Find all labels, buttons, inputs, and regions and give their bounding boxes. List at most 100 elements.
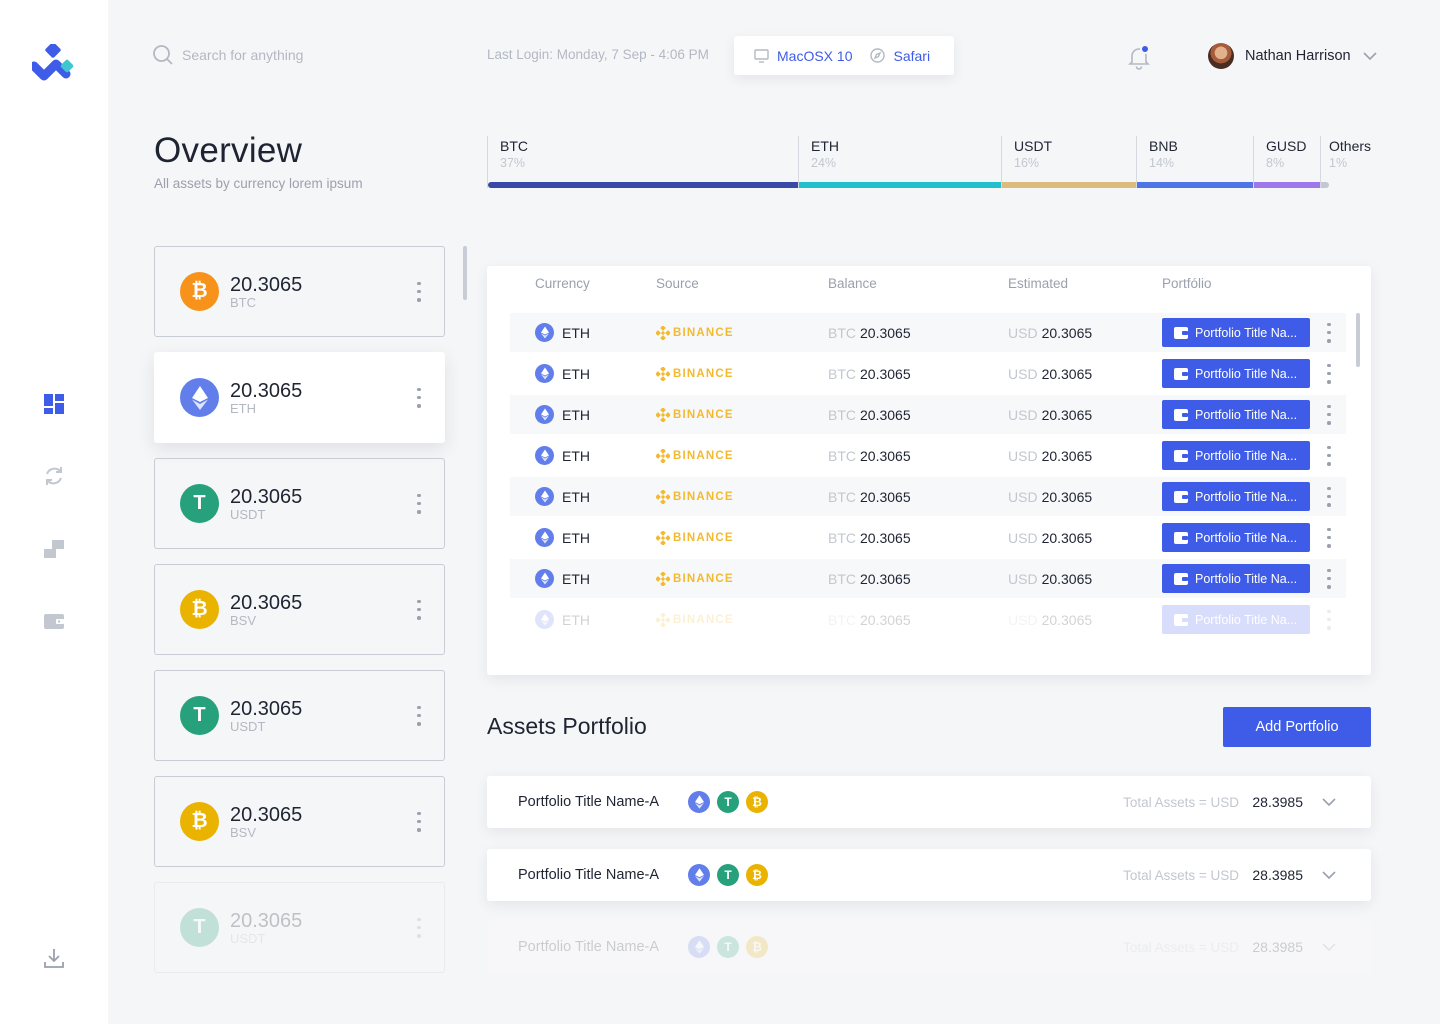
portfolio-name: Portfolio Title Name-A — [518, 867, 660, 883]
allocation-label: BTC — [500, 138, 528, 154]
balance-value: 20.3065 — [860, 324, 911, 341]
binance-icon — [656, 571, 670, 586]
table-row[interactable]: ETH BINANCE BTC 20.3065 USD 20.3065 Portfo… — [510, 477, 1346, 516]
table-row[interactable]: ETH BINANCE BTC 20.3065 USD 20.3065 Portfo… — [510, 313, 1346, 352]
balance-unit: BTC — [828, 570, 856, 587]
bitcoin-sv-icon: ₿ — [746, 936, 768, 958]
row-more-options-icon[interactable] — [1326, 568, 1332, 589]
source-label: BINANCE — [673, 490, 734, 503]
search-input[interactable] — [182, 47, 402, 63]
row-more-options-icon[interactable] — [1326, 486, 1332, 507]
asset-card[interactable]: T 20.3065 USDT — [154, 882, 445, 973]
asset-card[interactable]: T 20.3065 USDT — [154, 458, 445, 549]
estimated-unit: USD — [1008, 611, 1038, 628]
more-options-icon[interactable] — [416, 493, 422, 514]
balance-value: 20.3065 — [860, 406, 911, 423]
currency-cell: ETH — [535, 528, 590, 547]
refresh-icon[interactable] — [42, 464, 66, 488]
search-bar[interactable] — [152, 44, 402, 66]
row-more-options-icon[interactable] — [1326, 404, 1332, 425]
table-row[interactable]: ETH BINANCE BTC 20.3065 USD 20.3065 Portfo… — [510, 600, 1346, 639]
notification-badge — [1140, 44, 1150, 54]
chevron-down-icon[interactable] — [1321, 867, 1337, 883]
estimated-cell: USD 20.3065 — [1008, 530, 1092, 546]
wallet-icon[interactable] — [42, 609, 66, 633]
table-row[interactable]: ETH BINANCE BTC 20.3065 USD 20.3065 Portfo… — [510, 518, 1346, 557]
more-options-icon[interactable] — [416, 705, 422, 726]
wallet-icon — [1174, 449, 1188, 462]
row-more-options-icon[interactable] — [1326, 363, 1332, 384]
download-icon[interactable] — [42, 946, 66, 970]
portfolio-button[interactable]: Portfolio Title Na... — [1162, 482, 1310, 511]
estimated-unit: USD — [1008, 324, 1038, 341]
balance-cell: BTC 20.3065 — [828, 407, 911, 423]
currency-label: ETH — [562, 365, 590, 382]
tether-icon: T — [180, 696, 219, 735]
total-assets-value: 28.3985 — [1252, 939, 1303, 955]
allocation-label: USDT — [1014, 138, 1053, 154]
binance-icon — [656, 530, 670, 545]
currency-label: ETH — [562, 529, 590, 546]
column-header-estimated: Estimated — [1008, 276, 1069, 291]
table-scrollbar[interactable] — [1356, 313, 1360, 367]
source-label: BINANCE — [673, 531, 734, 544]
estimated-unit: USD — [1008, 365, 1038, 382]
table-row[interactable]: ETH BINANCE BTC 20.3065 USD 20.3065 Portfo… — [510, 559, 1346, 598]
asset-card[interactable]: ₿ 20.3065 BSV — [154, 776, 445, 867]
table-row[interactable]: ETH BINANCE BTC 20.3065 USD 20.3065 Portfo… — [510, 395, 1346, 434]
portfolio-button-label: Portfolio Title Na... — [1195, 366, 1298, 381]
portfolio-row[interactable]: Portfolio Title Name-A T ₿ Total Assets … — [487, 921, 1371, 973]
portfolio-row[interactable]: Portfolio Title Name-A T ₿ Total Assets … — [487, 776, 1371, 828]
table-row[interactable]: ETH BINANCE BTC 20.3065 USD 20.3065 Portfo… — [510, 436, 1346, 475]
chevron-down-icon[interactable] — [1321, 794, 1337, 810]
more-options-icon[interactable] — [416, 917, 422, 938]
portfolio-name: Portfolio Title Name-A — [518, 794, 660, 810]
table-row[interactable]: ETH BINANCE BTC 20.3065 USD 20.3065 Portfo… — [510, 354, 1346, 393]
portfolio-button[interactable]: Portfolio Title Na... — [1162, 318, 1310, 347]
balance-cell: BTC 20.3065 — [828, 612, 911, 628]
portfolio-button[interactable]: Portfolio Title Na... — [1162, 564, 1310, 593]
total-assets-label: Total Assets = USD — [1123, 794, 1239, 810]
row-more-options-icon[interactable] — [1326, 609, 1332, 630]
asset-card[interactable]: ₿ 20.3065 BSV — [154, 564, 445, 655]
row-more-options-icon[interactable] — [1326, 445, 1332, 466]
asset-card-list: ₿ 20.3065 BTC 20.3065 ETH T 20.3065 USDT ₿ … — [154, 246, 445, 988]
portfolio-button[interactable]: Portfolio Title Na... — [1162, 605, 1310, 634]
chevron-down-icon[interactable] — [1321, 939, 1337, 955]
asset-card[interactable]: 20.3065 ETH — [154, 352, 445, 443]
cards-scrollbar[interactable] — [463, 246, 467, 300]
row-more-options-icon[interactable] — [1326, 527, 1332, 548]
wallet-icon — [1174, 490, 1188, 503]
portfolio-button[interactable]: Portfolio Title Na... — [1162, 441, 1310, 470]
total-assets-value: 28.3985 — [1252, 867, 1303, 883]
portfolio-button[interactable]: Portfolio Title Na... — [1162, 359, 1310, 388]
portfolio-row[interactable]: Portfolio Title Name-A T ₿ Total Assets … — [487, 849, 1371, 901]
user-menu[interactable]: Nathan Harrison — [1208, 43, 1378, 69]
more-options-icon[interactable] — [416, 811, 422, 832]
browser-label: Safari — [893, 47, 931, 64]
currency-cell: ETH — [535, 364, 590, 383]
logo-icon[interactable] — [29, 42, 76, 88]
portfolio-button[interactable]: Portfolio Title Na... — [1162, 400, 1310, 429]
more-options-icon[interactable] — [416, 599, 422, 620]
total-assets-value: 28.3985 — [1252, 794, 1303, 810]
add-portfolio-button[interactable]: Add Portfolio — [1223, 707, 1371, 747]
source-label: BINANCE — [673, 408, 734, 421]
asset-card[interactable]: ₿ 20.3065 BTC — [154, 246, 445, 337]
more-options-icon[interactable] — [416, 281, 422, 302]
allocation-fill — [1002, 182, 1136, 188]
column-header-currency: Currency — [535, 276, 590, 291]
exchange-icon[interactable] — [42, 537, 66, 561]
more-options-icon[interactable] — [416, 387, 422, 408]
last-login-text: Last Login: Monday, 7 Sep - 4:06 PM — [487, 47, 709, 62]
binance-icon — [656, 612, 670, 627]
dashboard-icon[interactable] — [42, 392, 66, 416]
balance-unit: BTC — [828, 611, 856, 628]
portfolio-button[interactable]: Portfolio Title Na... — [1162, 523, 1310, 552]
notifications-button[interactable] — [1126, 44, 1152, 70]
asset-card[interactable]: T 20.3065 USDT — [154, 670, 445, 761]
allocation-label: GUSD — [1266, 138, 1307, 154]
bitcoin-sv-icon: ₿ — [180, 802, 219, 841]
row-more-options-icon[interactable] — [1326, 322, 1332, 343]
estimated-cell: USD 20.3065 — [1008, 612, 1092, 628]
